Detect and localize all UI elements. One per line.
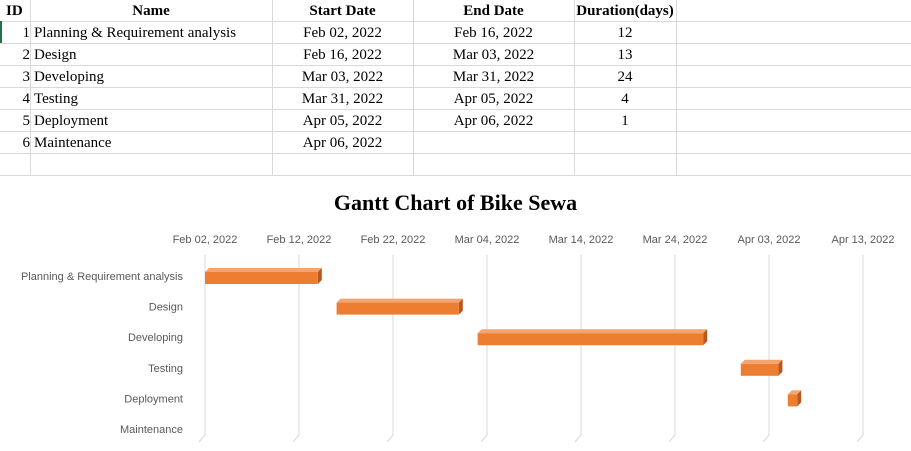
cell-name[interactable]: Planning & Requirement analysis [34,25,237,41]
cell-id[interactable]: 3 [22,69,31,85]
cell-id[interactable]: 5 [22,113,31,129]
cell-end-date[interactable]: Apr 06, 2022 [453,113,534,129]
column-divider [413,0,414,176]
cell-name[interactable]: Developing [34,69,104,85]
cell-duration[interactable]: 13 [617,47,633,63]
cell-start-date[interactable]: Mar 03, 2022 [301,69,384,85]
cell-name[interactable]: Testing [34,91,78,107]
cell-id[interactable]: 4 [22,91,31,107]
cell-end-date[interactable]: Feb 16, 2022 [454,25,533,41]
cell-id[interactable]: 6 [22,135,31,151]
row-divider [0,43,911,44]
column-divider [30,0,31,176]
cell-start-date[interactable]: Apr 06, 2022 [302,135,383,151]
column-divider [574,0,575,176]
header-start-date[interactable]: Start Date [309,3,376,19]
chart-title: Gantt Chart of Bike Sewa [333,190,578,215]
cell-start-date[interactable]: Mar 31, 2022 [301,91,384,107]
cell-name[interactable]: Deployment [34,113,109,129]
cell-name[interactable]: Maintenance [34,135,112,151]
row-divider [0,87,911,88]
cell-start-date[interactable]: Feb 02, 2022 [303,25,382,41]
gantt-chart-object[interactable] [0,176,911,451]
cell-name[interactable]: Design [34,47,77,63]
row-divider [0,65,911,66]
cell-id[interactable]: 1 [22,25,31,41]
cell-end-date[interactable]: Mar 03, 2022 [452,47,535,63]
cell-duration[interactable]: 12 [617,25,633,41]
cell-start-date[interactable]: Feb 16, 2022 [303,47,382,63]
column-divider [272,0,273,176]
cell-end-date[interactable]: Apr 05, 2022 [453,91,534,107]
header-name[interactable]: Name [132,3,170,19]
column-divider [676,0,677,176]
row-divider [0,131,911,132]
header-duration[interactable]: Duration(days) [576,3,674,19]
row-divider [0,153,911,154]
cell-duration[interactable]: 24 [617,69,633,85]
cell-end-date[interactable]: Mar 31, 2022 [452,69,535,85]
header-end-date[interactable]: End Date [463,3,524,19]
cell-duration[interactable]: 4 [621,91,629,107]
header-id[interactable]: ID [6,3,23,19]
cell-start-date[interactable]: Apr 05, 2022 [302,113,383,129]
row-divider [0,21,911,22]
row-divider [0,175,911,176]
cell-id[interactable]: 2 [22,47,31,63]
cell-duration[interactable]: 1 [621,113,629,129]
selected-row-indicator [0,21,2,43]
row-divider [0,109,911,110]
